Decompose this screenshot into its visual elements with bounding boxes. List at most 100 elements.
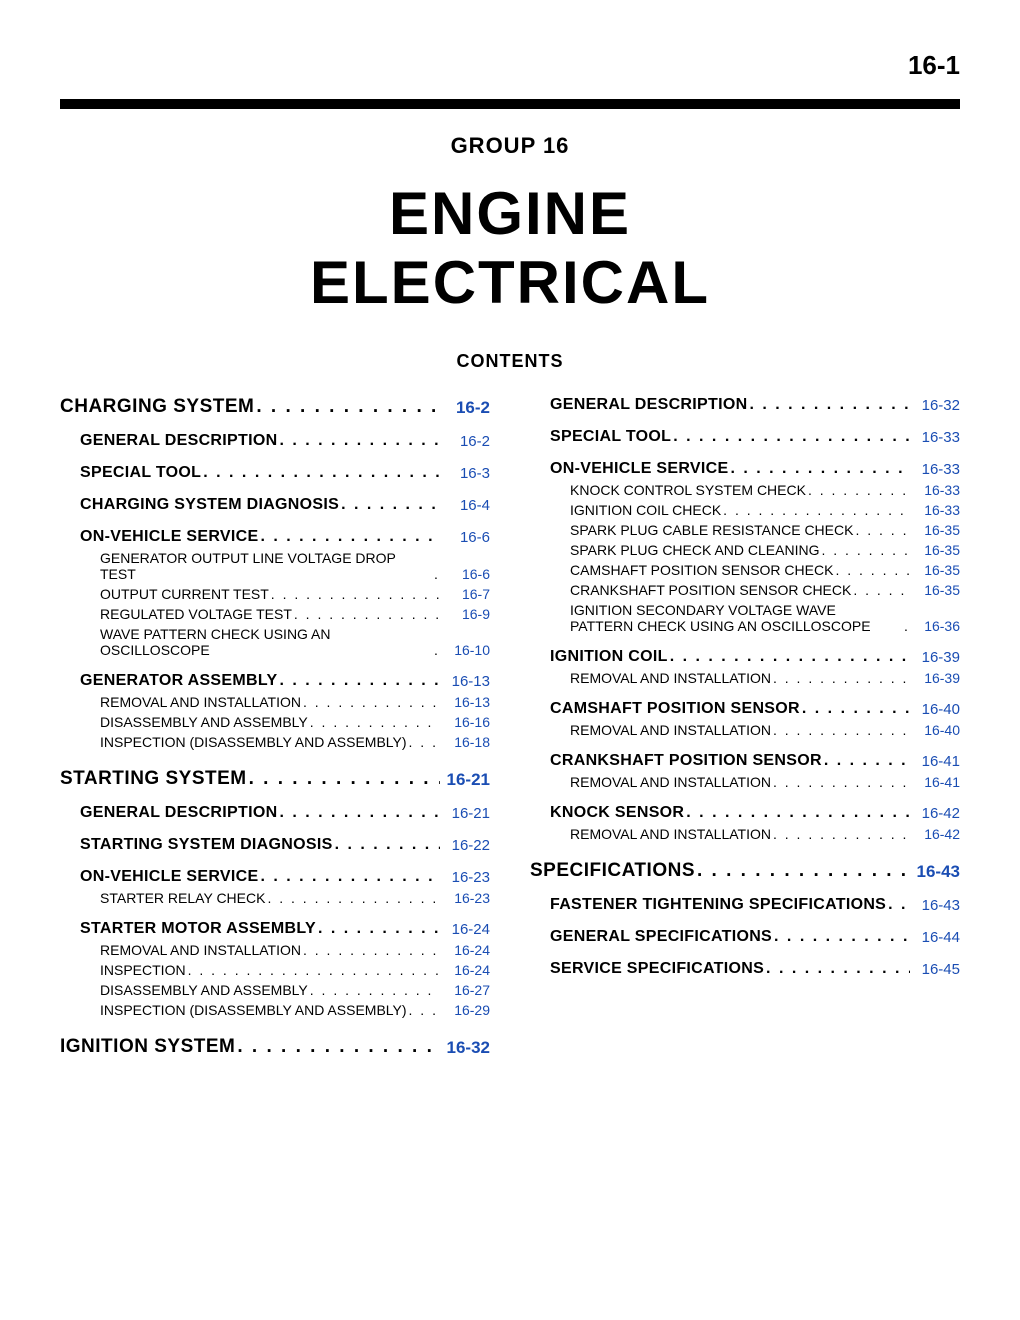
toc-entry-page[interactable]: 16-41 (910, 774, 960, 790)
toc-entry[interactable]: CRANKSHAFT POSITION SENSOR CHECK . . . .… (530, 582, 960, 598)
toc-dots: . . . . . . . . . . . . . . . . . . . . … (333, 836, 440, 854)
toc-entry-page[interactable]: 16-41 (910, 753, 960, 770)
toc-entry[interactable]: STARTER MOTOR ASSEMBLY . . . . . . . . .… (60, 920, 490, 938)
toc-entry[interactable]: CHARGING SYSTEM . . . . . . . . . . . . … (60, 396, 490, 418)
toc-entry[interactable]: STARTER RELAY CHECK . . . . . . . . . . … (60, 890, 490, 906)
toc-entry[interactable]: CAMSHAFT POSITION SENSOR . . . . . . . .… (530, 700, 960, 718)
toc-entry-page[interactable]: 16-44 (910, 929, 960, 946)
top-rule (60, 99, 960, 109)
toc-entry-page[interactable]: 16-7 (440, 586, 490, 602)
toc-entry-page[interactable]: 16-16 (440, 714, 490, 730)
toc-entry[interactable]: SPECIFICATIONS . . . . . . . . . . . . .… (530, 860, 960, 882)
toc-entry-page[interactable]: 16-42 (910, 805, 960, 822)
toc-entry[interactable]: ON-VEHICLE SERVICE . . . . . . . . . . .… (60, 528, 490, 546)
toc-entry[interactable]: SERVICE SPECIFICATIONS . . . . . . . . .… (530, 960, 960, 978)
toc-entry[interactable]: FASTENER TIGHTENING SPECIFICATIONS . . .… (530, 896, 960, 914)
toc-entry[interactable]: GENERAL DESCRIPTION . . . . . . . . . . … (60, 804, 490, 822)
toc-entry[interactable]: IGNITION COIL . . . . . . . . . . . . . … (530, 648, 960, 666)
toc-entry-page[interactable]: 16-40 (910, 722, 960, 738)
toc-entry-page[interactable]: 16-43 (910, 897, 960, 914)
toc-entry-page[interactable]: 16-32 (440, 1038, 490, 1058)
toc-entry[interactable]: SPARK PLUG CHECK AND CLEANING . . . . . … (530, 542, 960, 558)
toc-entry-page[interactable]: 16-6 (440, 529, 490, 546)
toc-entry[interactable]: IGNITION SYSTEM . . . . . . . . . . . . … (60, 1036, 490, 1058)
toc-entry[interactable]: DISASSEMBLY AND ASSEMBLY . . . . . . . .… (60, 982, 490, 998)
toc-entry[interactable]: REMOVAL AND INSTALLATION . . . . . . . .… (530, 722, 960, 738)
toc-entry-label: SERVICE SPECIFICATIONS (550, 960, 764, 978)
toc-entry[interactable]: CHARGING SYSTEM DIAGNOSIS . . . . . . . … (60, 496, 490, 514)
toc-entry-page[interactable]: 16-40 (910, 701, 960, 718)
toc-entry-page[interactable]: 16-21 (440, 770, 490, 790)
toc-entry-page[interactable]: 16-29 (440, 1002, 490, 1018)
toc-entry-page[interactable]: 16-23 (440, 869, 490, 886)
toc-entry-page[interactable]: 16-13 (440, 694, 490, 710)
toc-entry[interactable]: CRANKSHAFT POSITION SENSOR . . . . . . .… (530, 752, 960, 770)
toc-entry[interactable]: CAMSHAFT POSITION SENSOR CHECK . . . . .… (530, 562, 960, 578)
toc-entry[interactable]: STARTING SYSTEM . . . . . . . . . . . . … (60, 768, 490, 790)
toc-entry[interactable]: INSPECTION . . . . . . . . . . . . . . .… (60, 962, 490, 978)
toc-entry-page[interactable]: 16-33 (910, 502, 960, 518)
toc-entry-page[interactable]: 16-35 (910, 522, 960, 538)
toc-entry[interactable]: WAVE PATTERN CHECK USING AN OSCILLOSCOPE… (60, 626, 490, 658)
toc-entry-page[interactable]: 16-2 (440, 433, 490, 450)
toc-entry-page[interactable]: 16-22 (440, 837, 490, 854)
toc-entry-label: STARTER MOTOR ASSEMBLY (80, 920, 316, 938)
toc-entry-page[interactable]: 16-23 (440, 890, 490, 906)
toc-entry[interactable]: KNOCK SENSOR . . . . . . . . . . . . . .… (530, 804, 960, 822)
toc-entry-page[interactable]: 16-33 (910, 429, 960, 446)
toc-entry[interactable]: REMOVAL AND INSTALLATION . . . . . . . .… (530, 774, 960, 790)
toc-entry-page[interactable]: 16-24 (440, 921, 490, 938)
toc-entry[interactable]: REMOVAL AND INSTALLATION . . . . . . . .… (530, 826, 960, 842)
toc-entry-page[interactable]: 16-13 (440, 673, 490, 690)
toc-entry[interactable]: INSPECTION (DISASSEMBLY AND ASSEMBLY) . … (60, 734, 490, 750)
toc-entry-page[interactable]: 16-21 (440, 805, 490, 822)
toc-entry-page[interactable]: 16-24 (440, 962, 490, 978)
toc-entry-page[interactable]: 16-18 (440, 734, 490, 750)
toc-entry[interactable]: GENERAL DESCRIPTION . . . . . . . . . . … (530, 396, 960, 414)
toc-entry[interactable]: INSPECTION (DISASSEMBLY AND ASSEMBLY) . … (60, 1002, 490, 1018)
toc-entry[interactable]: KNOCK CONTROL SYSTEM CHECK . . . . . . .… (530, 482, 960, 498)
toc-entry-page[interactable]: 16-27 (440, 982, 490, 998)
toc-entry-page[interactable]: 16-24 (440, 942, 490, 958)
toc-entry-page[interactable]: 16-35 (910, 562, 960, 578)
toc-entry[interactable]: REMOVAL AND INSTALLATION . . . . . . . .… (530, 670, 960, 686)
toc-entry-page[interactable]: 16-39 (910, 670, 960, 686)
toc-entry-page[interactable]: 16-33 (910, 482, 960, 498)
toc-entry-label: WAVE PATTERN CHECK USING AN OSCILLOSCOPE (100, 626, 432, 658)
toc-entry[interactable]: GENERATOR OUTPUT LINE VOLTAGE DROP TEST … (60, 550, 490, 582)
toc-entry[interactable]: GENERATOR ASSEMBLY . . . . . . . . . . .… (60, 672, 490, 690)
toc-entry[interactable]: IGNITION COIL CHECK . . . . . . . . . . … (530, 502, 960, 518)
toc-entry[interactable]: ON-VEHICLE SERVICE . . . . . . . . . . .… (60, 868, 490, 886)
toc-entry-page[interactable]: 16-39 (910, 649, 960, 666)
toc-entry[interactable]: SPECIAL TOOL . . . . . . . . . . . . . .… (60, 464, 490, 482)
toc-entry-page[interactable]: 16-32 (910, 397, 960, 414)
toc-entry[interactable]: REMOVAL AND INSTALLATION . . . . . . . .… (60, 694, 490, 710)
toc-entry[interactable]: ON-VEHICLE SERVICE . . . . . . . . . . .… (530, 460, 960, 478)
toc-entry[interactable]: REMOVAL AND INSTALLATION . . . . . . . .… (60, 942, 490, 958)
toc-entry[interactable]: SPECIAL TOOL . . . . . . . . . . . . . .… (530, 428, 960, 446)
toc-entry-page[interactable]: 16-36 (910, 618, 960, 634)
toc-entry-label: INSPECTION (DISASSEMBLY AND ASSEMBLY) (100, 734, 407, 750)
toc-entry[interactable]: STARTING SYSTEM DIAGNOSIS . . . . . . . … (60, 836, 490, 854)
toc-entry[interactable]: DISASSEMBLY AND ASSEMBLY . . . . . . . .… (60, 714, 490, 730)
toc-entry-page[interactable]: 16-45 (910, 961, 960, 978)
toc-entry-page[interactable]: 16-42 (910, 826, 960, 842)
toc-entry-page[interactable]: 16-35 (910, 582, 960, 598)
toc-entry-page[interactable]: 16-43 (910, 862, 960, 882)
toc-entry[interactable]: GENERAL SPECIFICATIONS . . . . . . . . .… (530, 928, 960, 946)
toc-entry[interactable]: GENERAL DESCRIPTION . . . . . . . . . . … (60, 432, 490, 450)
toc-entry-page[interactable]: 16-33 (910, 461, 960, 478)
toc-entry-page[interactable]: 16-6 (440, 566, 490, 582)
toc-dots: . . . . . . . . . . . . . . . . . . . . … (292, 606, 440, 622)
toc-entry-label: ON-VEHICLE SERVICE (80, 528, 258, 546)
toc-entry-page[interactable]: 16-2 (440, 398, 490, 418)
toc-entry[interactable]: IGNITION SECONDARY VOLTAGE WAVE PATTERN … (530, 602, 960, 634)
toc-entry[interactable]: REGULATED VOLTAGE TEST . . . . . . . . .… (60, 606, 490, 622)
toc-entry-page[interactable]: 16-3 (440, 465, 490, 482)
toc-entry-page[interactable]: 16-35 (910, 542, 960, 558)
toc-entry[interactable]: OUTPUT CURRENT TEST . . . . . . . . . . … (60, 586, 490, 602)
toc-entry-page[interactable]: 16-10 (440, 642, 490, 658)
toc-entry-page[interactable]: 16-4 (440, 497, 490, 514)
toc-entry[interactable]: SPARK PLUG CABLE RESISTANCE CHECK . . . … (530, 522, 960, 538)
toc-entry-page[interactable]: 16-9 (440, 606, 490, 622)
